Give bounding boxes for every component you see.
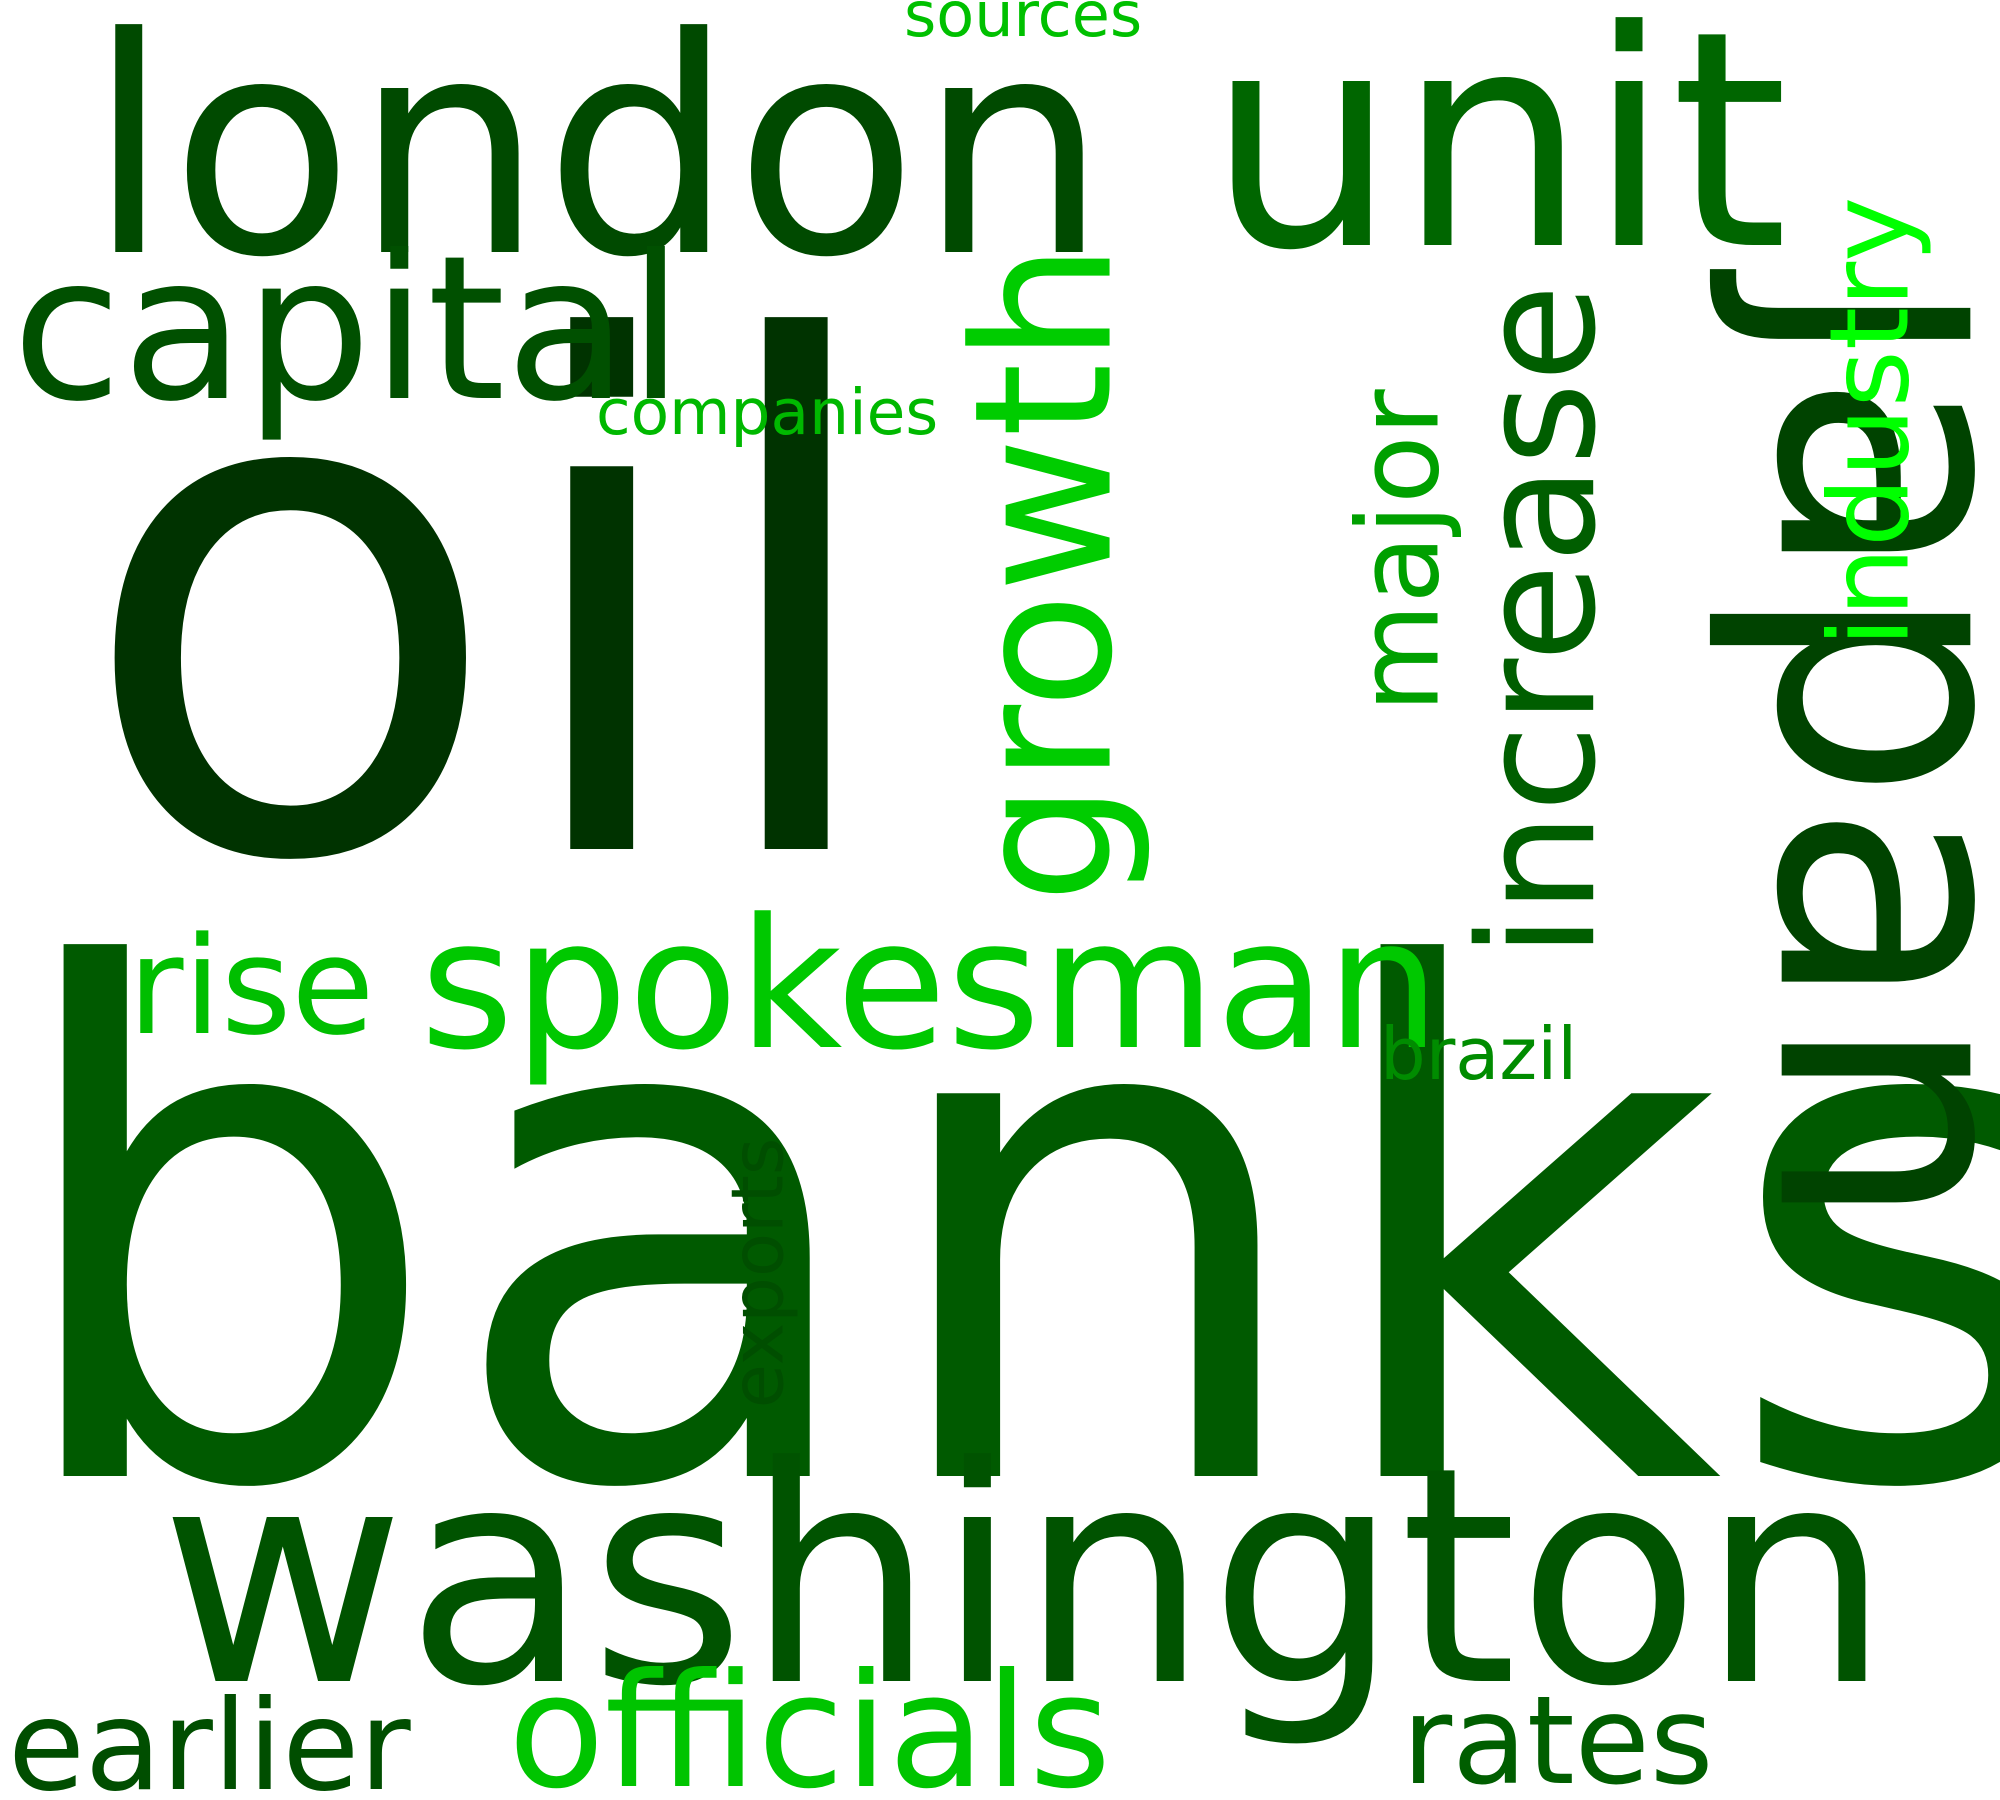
word-unit: unit: [1207, 0, 1789, 316]
word-growth: growth: [933, 242, 1155, 904]
word-increase: increase: [1444, 283, 1632, 959]
word-washington: washington: [160, 1403, 1891, 1752]
word-london: london: [87, 0, 1109, 323]
word-banks: banks: [0, 827, 2000, 1642]
word-exports: exports: [715, 1137, 800, 1409]
word-sources: sources: [904, 0, 1143, 51]
word-capital: capital: [12, 213, 684, 446]
word-spokesman: spokesman: [420, 881, 1441, 1090]
word-industry: industry: [1805, 196, 1934, 648]
word-brazil: brazil: [1380, 1012, 1578, 1096]
word-officials: officials: [508, 1640, 1112, 1800]
word-companies: companies: [596, 376, 939, 449]
word-rise: rise: [128, 908, 375, 1065]
word-oil: oil: [76, 200, 894, 1015]
word-rates: rates: [1402, 1670, 1714, 1800]
word-earlier: earlier: [8, 1674, 411, 1800]
word-major: major: [1334, 389, 1465, 713]
